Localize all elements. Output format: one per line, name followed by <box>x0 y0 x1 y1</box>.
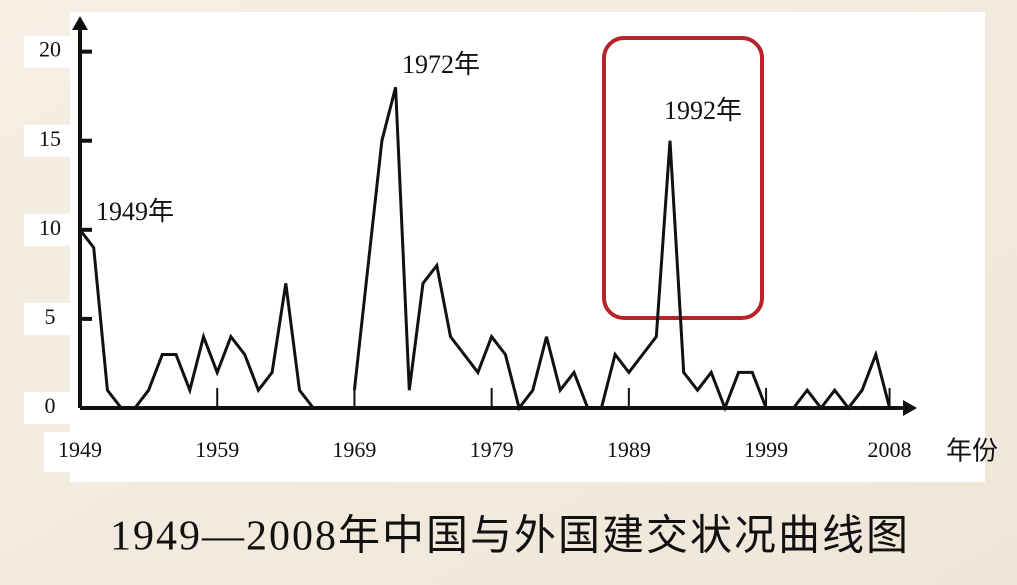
x-tick-label: 2008 <box>868 437 912 462</box>
x-tick-label: 1949 <box>58 437 102 462</box>
y-tick-label: 5 <box>45 304 56 329</box>
tick-label-bg <box>455 432 528 472</box>
tick-label-bg <box>318 432 391 472</box>
tick-label-bg <box>730 432 803 472</box>
tick-label-bg <box>24 302 72 335</box>
tick-label-bg <box>24 124 72 157</box>
tick-label-bg <box>592 432 665 472</box>
y-tick-label: 20 <box>39 37 61 62</box>
x-tick-label: 1979 <box>470 437 514 462</box>
data-line <box>78 86 892 413</box>
y-tick-label: 15 <box>39 126 61 151</box>
x-tick-label: 1959 <box>195 437 239 462</box>
tick-label-bg <box>24 213 72 246</box>
x-tick-label: 1989 <box>607 437 651 462</box>
highlight-box <box>602 36 764 320</box>
annotation: 1992年 <box>664 96 742 125</box>
chart-title: 1949—2008年中国与外国建交状况曲线图 <box>110 513 910 560</box>
y-axis-arrow <box>72 16 88 30</box>
tick-label-bg <box>44 432 116 472</box>
annotation: 1949年 <box>96 197 174 226</box>
tick-label-bg <box>181 432 254 472</box>
x-tick-label: 1969 <box>332 437 376 462</box>
plot-background <box>70 12 985 482</box>
x-axis-label: 年份 <box>946 437 998 467</box>
annotation: 1972年 <box>402 50 480 79</box>
tick-label-bg <box>24 392 72 424</box>
x-tick-label: 1999 <box>744 437 788 462</box>
tick-label-bg <box>24 35 72 68</box>
y-tick-label: 0 <box>45 393 56 418</box>
x-axis-arrow <box>903 400 917 416</box>
y-tick-label: 10 <box>39 215 61 240</box>
tick-label-bg <box>853 432 926 472</box>
